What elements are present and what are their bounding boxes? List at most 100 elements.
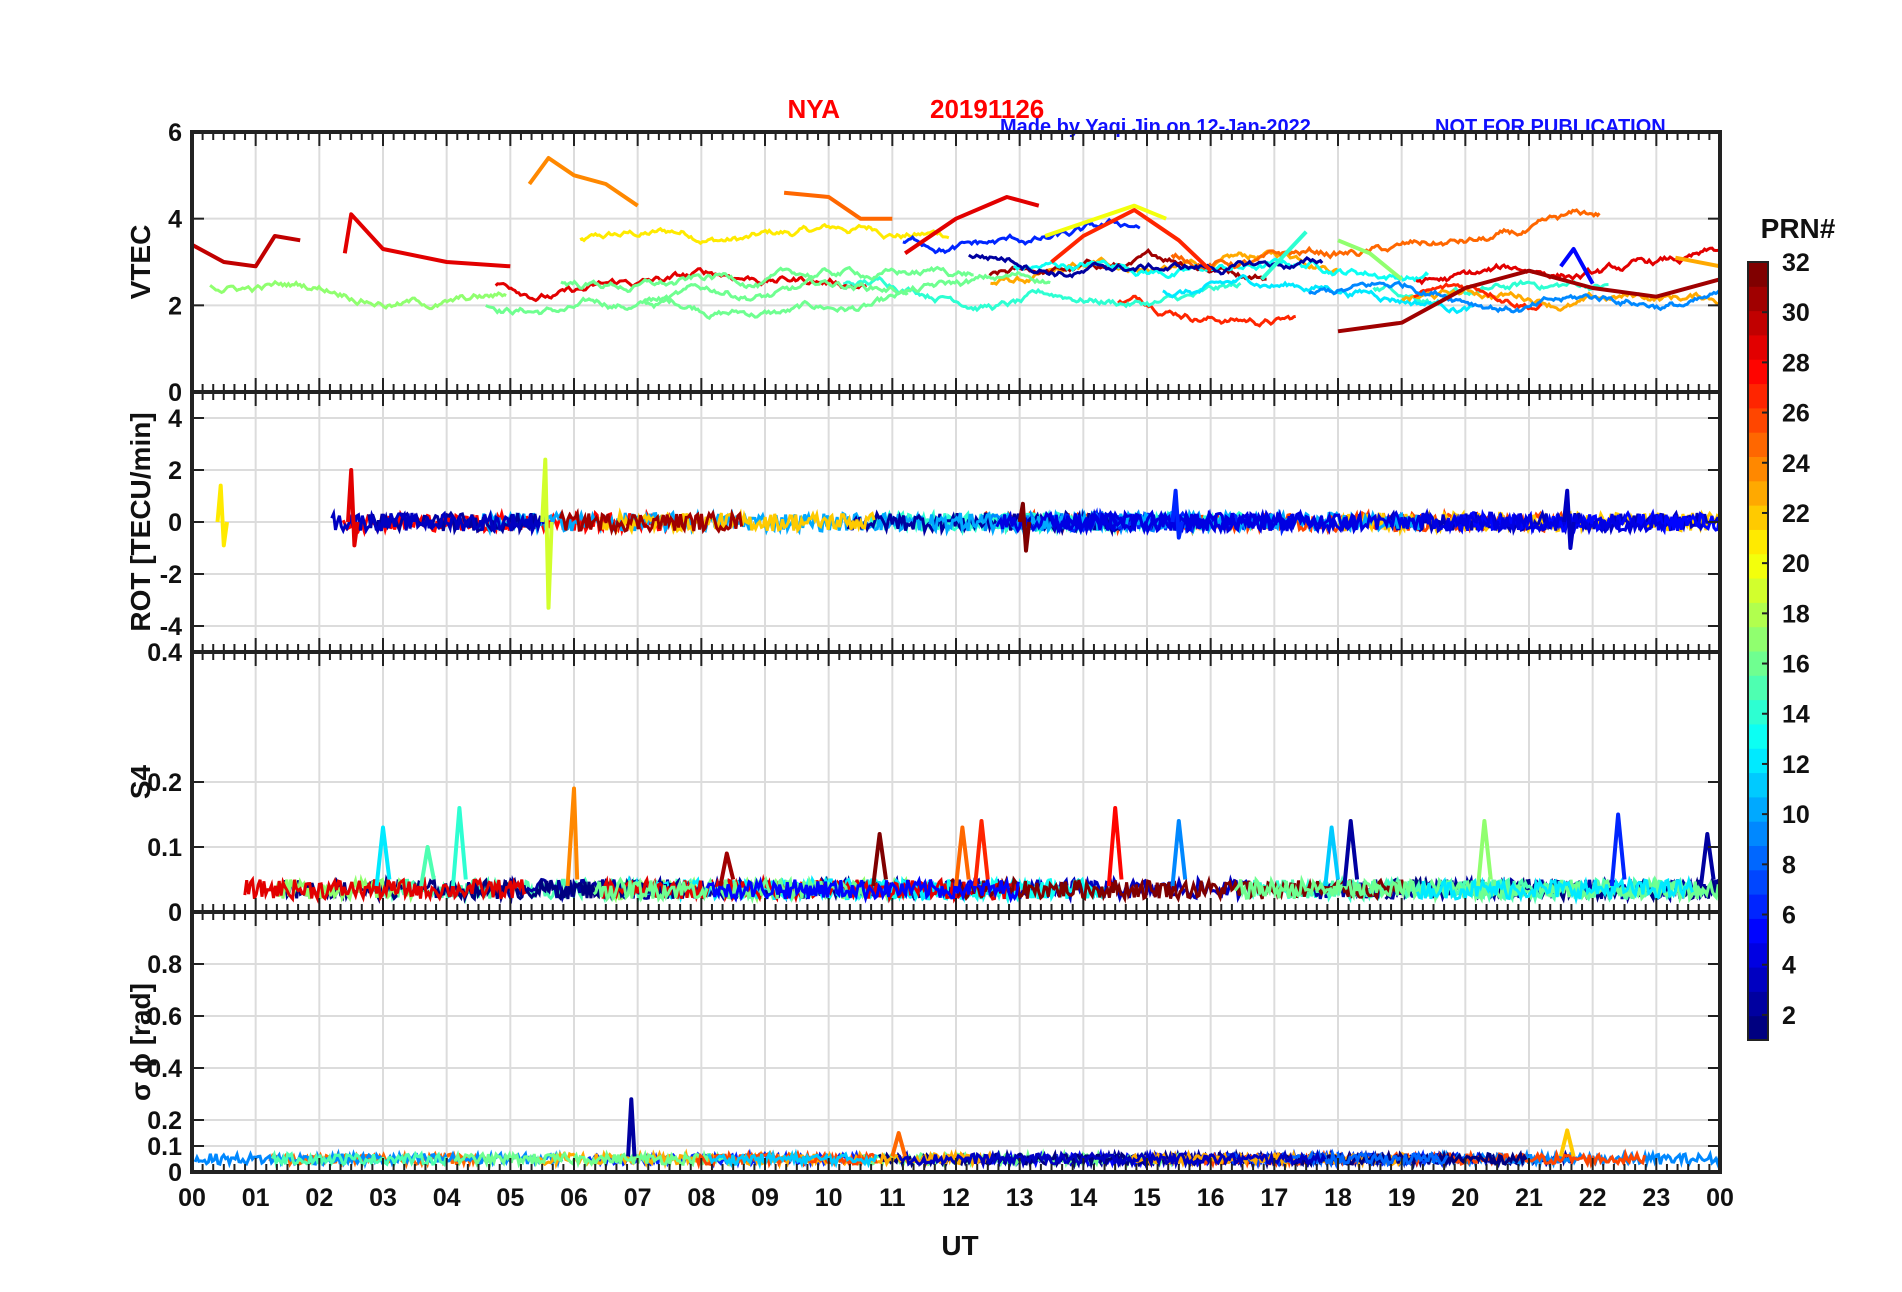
colorbar-segment xyxy=(1748,626,1768,652)
series-prn-29 xyxy=(346,468,360,548)
colorbar-segment xyxy=(1748,383,1768,409)
x-tick-label: 06 xyxy=(560,1184,588,1212)
colorbar-segment xyxy=(1748,821,1768,846)
series-prn-9 xyxy=(1170,819,1188,887)
title-station: NYA xyxy=(787,94,840,124)
background-trace xyxy=(705,875,1020,904)
y-tick-label: 0.4 xyxy=(147,639,182,667)
traces-s4 xyxy=(243,786,1720,905)
colorbar-tick-label: 2 xyxy=(1782,1002,1796,1030)
traces-vtec xyxy=(192,156,1720,334)
background-trace xyxy=(209,279,507,311)
panel-rot: -4 -2 0 2 4 ROT [TECU/min] xyxy=(125,390,1722,654)
colorbar-tick-label: 32 xyxy=(1782,249,1810,277)
colorbar-segment xyxy=(1748,796,1768,822)
colorbar-tick-label: 28 xyxy=(1782,349,1810,377)
series-prn-5 xyxy=(1559,247,1595,285)
x-tick-label: 00 xyxy=(1706,1184,1734,1212)
series-prn-6 xyxy=(1170,488,1184,540)
colorbar-tick-label: 30 xyxy=(1782,299,1810,327)
x-tick-label: 05 xyxy=(496,1184,524,1212)
colorbar-segment xyxy=(1748,991,1768,1017)
colorbar-segment xyxy=(1748,748,1768,774)
background-trace xyxy=(579,222,950,246)
y-tick-label: 0.1 xyxy=(147,1133,182,1161)
x-tick-label: 15 xyxy=(1133,1184,1161,1212)
y-tick-label: 0.1 xyxy=(147,834,182,862)
series-prn-32 xyxy=(1017,501,1032,553)
series-prn-12 xyxy=(374,825,392,887)
x-tick-label: 12 xyxy=(942,1184,970,1212)
colorbar-segment xyxy=(1748,918,1768,944)
colorbar-segment xyxy=(1748,723,1768,749)
series-prn-32 xyxy=(871,832,888,887)
colorbar-tick-label: 16 xyxy=(1782,651,1810,679)
x-tick-label: 22 xyxy=(1579,1184,1607,1212)
colorbar-tick-label: 26 xyxy=(1782,400,1810,428)
series-prn-22 xyxy=(1558,1128,1576,1157)
colorbar-segment xyxy=(1748,334,1768,360)
series-prn-2 xyxy=(1342,819,1360,887)
series-prn-25 xyxy=(954,825,971,887)
y-tick-label: 4 xyxy=(168,206,182,234)
colorbar-frame xyxy=(1747,261,1769,1041)
traces-rot xyxy=(215,457,1720,610)
x-tick-label: 09 xyxy=(751,1184,779,1212)
colorbar-segment xyxy=(1748,845,1768,871)
panel-sigma_phi: 00.10.2 0.4 0.6 0.8 σ ϕ [rad] xyxy=(125,910,1722,1187)
colorbar-tick-label: 12 xyxy=(1782,751,1810,779)
x-tick-label: 17 xyxy=(1260,1184,1288,1212)
colorbar-tick-label: 18 xyxy=(1782,600,1810,628)
colorbar-tick-label: 8 xyxy=(1782,851,1796,879)
background-trace xyxy=(193,1148,564,1170)
colorbar-segment xyxy=(1748,942,1768,968)
series-prn-27 xyxy=(1050,208,1213,273)
background-trace xyxy=(270,1149,448,1169)
colorbar-segment xyxy=(1748,262,1768,287)
y-tick-label: 0 xyxy=(168,899,182,927)
y-tick-label: 2 xyxy=(168,292,182,320)
colorbar-tick-label: 20 xyxy=(1782,550,1810,578)
y-tick-label: 0 xyxy=(168,1159,182,1187)
y-tick-label: -2 xyxy=(160,561,182,589)
colorbar-segment xyxy=(1748,310,1768,336)
background-trace xyxy=(1415,246,1720,286)
y-tick-label: 0.4 xyxy=(147,1055,182,1083)
x-tick-label: 02 xyxy=(305,1184,333,1212)
colorbar-tick-label: 10 xyxy=(1782,801,1810,829)
colorbar-segment xyxy=(1748,869,1768,895)
x-tick-label: 23 xyxy=(1642,1184,1670,1212)
series-prn-14 xyxy=(1260,230,1308,281)
colorbar-segment xyxy=(1748,1015,1768,1041)
series-prn-23 xyxy=(1675,255,1720,269)
colorbar-segment xyxy=(1748,772,1768,798)
colorbar-segment xyxy=(1748,432,1768,457)
x-axis-label: UT xyxy=(941,1230,978,1261)
background-trace xyxy=(1162,273,1476,315)
series-prn-24 xyxy=(527,156,639,208)
colorbar-tick-label: 6 xyxy=(1782,902,1796,930)
background-trace xyxy=(243,875,527,904)
y-axis-label-rot: ROT [TECU/min] xyxy=(125,412,156,631)
title-date: 20191126 xyxy=(930,94,1044,124)
series-prn-25 xyxy=(783,190,893,221)
colorbar-segment xyxy=(1748,359,1768,385)
background-trace xyxy=(330,508,546,537)
colorbar-segment xyxy=(1748,699,1768,725)
series-prn-17 xyxy=(1337,238,1403,281)
colorbar-segment xyxy=(1748,894,1768,919)
y-tick-label: 6 xyxy=(168,119,182,147)
series-prn-15 xyxy=(419,845,436,887)
x-tick-label: 18 xyxy=(1324,1184,1352,1212)
series-prn-21 xyxy=(215,483,229,548)
x-tick-label: 08 xyxy=(687,1184,715,1212)
series-prn-29 xyxy=(903,195,1040,255)
colorbar-segment xyxy=(1748,553,1768,579)
x-tick-label: 16 xyxy=(1197,1184,1225,1212)
series-prn-24 xyxy=(565,786,580,887)
series-prn-11 xyxy=(1323,825,1340,887)
background-trace xyxy=(1416,874,1694,905)
colorbar-tick-label: 14 xyxy=(1782,701,1810,729)
